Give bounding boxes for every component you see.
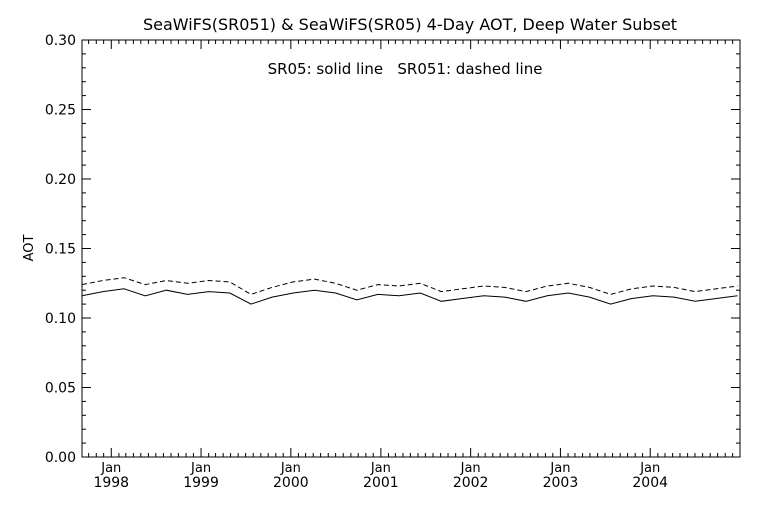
x-axis: Jan1998Jan1999Jan2000Jan2001Jan2002Jan20…: [88, 40, 734, 491]
x-tick-month: Jan: [639, 461, 660, 476]
x-tick-year: 2000: [273, 475, 309, 491]
series-line-sr05: [81, 288, 738, 305]
y-tick-label: 0.10: [45, 311, 76, 327]
x-tick-year: 1999: [183, 475, 219, 491]
chart-title: SeaWiFS(SR051) & SeaWiFS(SR05) 4-Day AOT…: [143, 15, 677, 34]
x-tick-month: Jan: [190, 461, 211, 476]
x-tick-month: Jan: [100, 461, 121, 476]
y-tick-label: 0.30: [45, 33, 76, 49]
series-line-sr051: [81, 277, 738, 295]
plot-frame: [81, 39, 741, 458]
x-tick-month: Jan: [460, 461, 481, 476]
y-tick-label: 0.25: [45, 103, 76, 119]
x-tick-year: 2003: [543, 475, 579, 491]
x-tick-month: Jan: [549, 461, 570, 476]
y-tick-label: 0.20: [45, 172, 76, 188]
x-tick-month: Jan: [280, 461, 301, 476]
y-axis-label: AOT: [22, 235, 37, 262]
y-tick-label: 0.15: [45, 242, 76, 258]
y-tick-label: 0.05: [45, 381, 76, 397]
x-tick-year: 2001: [363, 475, 399, 491]
y-axis: 0.00 0.05 0.10 0.15 0.20 0.25 0.30: [45, 33, 740, 466]
x-tick-month: Jan: [370, 461, 391, 476]
x-tick-year: 2004: [632, 475, 668, 491]
series-annotation: SR05: solid line SR051: dashed line: [268, 60, 543, 78]
y-tick-label: 0.00: [45, 450, 76, 466]
x-tick-year: 1998: [93, 475, 129, 491]
plot-series: [81, 277, 738, 305]
x-tick-year: 2002: [453, 475, 489, 491]
